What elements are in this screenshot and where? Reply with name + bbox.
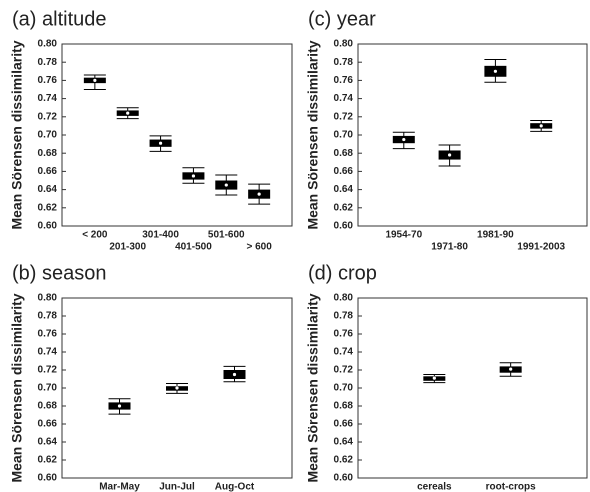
y-tick-label: 0.74 xyxy=(334,93,354,104)
x-tick-label: 201-300 xyxy=(109,242,146,253)
y-tick-label: 0.66 xyxy=(334,166,354,177)
y-tick-label: 0.80 xyxy=(334,39,354,50)
y-tick-label: 0.64 xyxy=(38,437,58,448)
y-tick-label: 0.78 xyxy=(38,311,58,322)
median-dot xyxy=(175,386,179,390)
y-tick-label: 0.78 xyxy=(334,311,354,322)
median-dot xyxy=(509,367,513,371)
panel-title: (a) altitude xyxy=(12,8,107,30)
y-tick-label: 0.76 xyxy=(38,329,58,340)
x-tick-label: 1991-2003 xyxy=(517,242,565,253)
y-tick-label: 0.70 xyxy=(38,130,58,141)
x-tick-label: 1954-70 xyxy=(385,230,422,241)
median-dot xyxy=(117,404,122,408)
y-tick-label: 0.70 xyxy=(334,130,354,141)
median-dot xyxy=(539,124,543,128)
y-tick-label: 0.78 xyxy=(38,57,58,68)
x-tick-label: 501-600 xyxy=(208,230,245,241)
x-tick-label: 301-400 xyxy=(142,230,179,241)
y-tick-label: 0.72 xyxy=(38,365,58,376)
y-tick-label: 0.66 xyxy=(38,419,58,430)
x-tick-label: 1971-80 xyxy=(431,242,468,253)
y-tick-label: 0.76 xyxy=(334,75,354,86)
x-tick-label: Jun-Jul xyxy=(159,482,195,492)
x-tick-label: > 600 xyxy=(246,242,272,253)
plot-frame xyxy=(357,43,588,227)
y-axis-label: Mean Sörensen dissimilarity xyxy=(305,40,321,229)
y-tick-label: 0.80 xyxy=(38,293,58,304)
x-tick-label: cereals xyxy=(417,482,452,492)
y-tick-label: 0.74 xyxy=(38,93,58,104)
panel-title: (d) crop xyxy=(308,262,377,284)
y-tick-label: 0.72 xyxy=(334,111,354,122)
y-tick-label: 0.62 xyxy=(38,202,58,213)
median-dot xyxy=(493,69,497,73)
plot-frame xyxy=(357,297,588,479)
y-tick-label: 0.76 xyxy=(38,75,58,86)
median-dot xyxy=(126,111,130,115)
panel-title: (c) year xyxy=(308,8,376,30)
median-dot xyxy=(224,183,228,187)
y-tick-label: 0.64 xyxy=(38,184,58,195)
panel-title: (b) season xyxy=(12,262,107,284)
y-tick-label: 0.64 xyxy=(334,437,354,448)
y-tick-label: 0.78 xyxy=(334,57,354,68)
x-tick-label: root-crops xyxy=(486,482,536,492)
y-tick-label: 0.70 xyxy=(334,383,354,394)
y-axis-label: Mean Sörensen dissimilarity xyxy=(9,293,25,482)
y-tick-label: 0.72 xyxy=(38,111,58,122)
y-tick-label: 0.68 xyxy=(334,401,354,412)
x-tick-label: Mar-May xyxy=(99,482,140,492)
x-tick-label: < 200 xyxy=(82,230,108,241)
median-dot xyxy=(232,372,237,377)
y-tick-label: 0.68 xyxy=(38,401,58,412)
y-tick-label: 0.72 xyxy=(334,365,354,376)
y-tick-label: 0.60 xyxy=(334,221,354,232)
median-dot xyxy=(448,153,452,157)
median-dot xyxy=(158,141,163,145)
x-tick-label: Aug-Oct xyxy=(215,482,255,492)
y-tick-label: 0.62 xyxy=(334,455,354,466)
y-tick-label: 0.80 xyxy=(38,39,58,50)
y-tick-label: 0.60 xyxy=(38,221,58,232)
y-tick-label: 0.60 xyxy=(334,473,354,484)
y-axis-label: Mean Sörensen dissimilarity xyxy=(9,40,25,229)
y-tick-label: 0.70 xyxy=(38,383,58,394)
y-tick-label: 0.68 xyxy=(334,148,354,159)
y-tick-label: 0.74 xyxy=(334,347,354,358)
median-dot xyxy=(402,137,406,142)
y-tick-label: 0.64 xyxy=(334,184,354,195)
median-dot xyxy=(191,174,196,178)
x-tick-label: 401-500 xyxy=(175,242,212,253)
y-tick-label: 0.62 xyxy=(38,455,58,466)
y-tick-label: 0.68 xyxy=(38,148,58,159)
y-tick-label: 0.66 xyxy=(38,166,58,177)
median-dot xyxy=(257,192,261,196)
y-axis-label: Mean Sörensen dissimilarity xyxy=(305,293,321,482)
x-tick-label: 1981-90 xyxy=(477,230,514,241)
y-tick-label: 0.74 xyxy=(38,347,58,358)
y-tick-label: 0.80 xyxy=(334,293,354,304)
median-dot xyxy=(93,78,97,82)
y-tick-label: 0.62 xyxy=(334,202,354,213)
median-dot xyxy=(432,376,436,380)
y-tick-label: 0.76 xyxy=(334,329,354,340)
y-tick-label: 0.66 xyxy=(334,419,354,430)
y-tick-label: 0.60 xyxy=(38,473,58,484)
